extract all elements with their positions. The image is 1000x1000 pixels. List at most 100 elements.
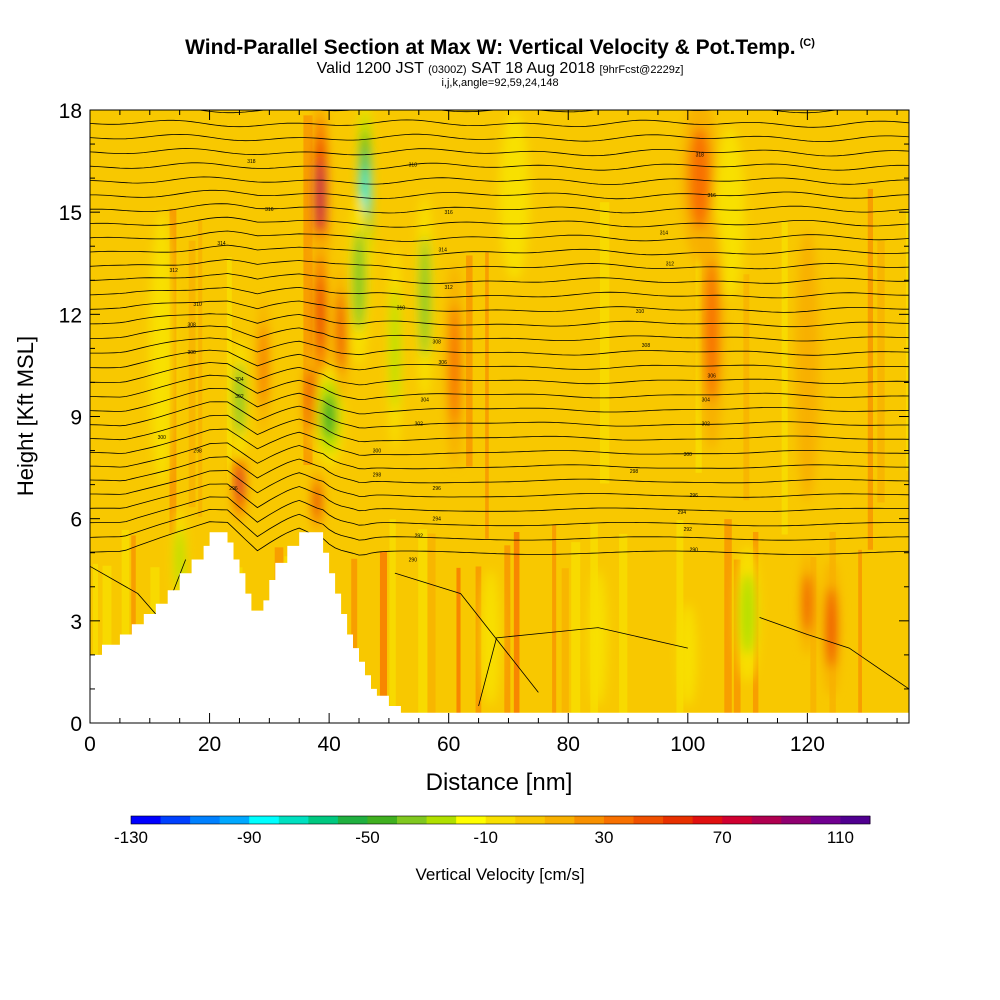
velocity-streak (418, 529, 428, 723)
velocity-streak (466, 255, 473, 467)
theta-contour (90, 521, 909, 556)
theta-contour (90, 325, 909, 342)
colorbar-segment (692, 816, 723, 824)
contour-label: 306 (439, 360, 448, 366)
colorbar-segment (603, 816, 635, 824)
colorbar-tick-label: 30 (594, 828, 613, 847)
velocity-feature (336, 290, 346, 373)
theta-contour (90, 483, 909, 512)
velocity-streak (456, 567, 461, 723)
colorbar-tick-label: 70 (713, 828, 732, 847)
contour-label: 306 (708, 374, 717, 380)
contour-label: 294 (678, 510, 687, 516)
velocity-streak (877, 241, 885, 503)
contour-label: 298 (630, 469, 639, 475)
theta-contour (90, 337, 909, 356)
x-tick-label: 120 (790, 733, 825, 756)
theta-contour (90, 133, 909, 142)
theta-contour (90, 559, 187, 622)
velocity-streak (810, 556, 817, 723)
contour-label: 298 (193, 449, 202, 455)
grid-index-line: i,j,k,angle=92,59,24,148 (441, 77, 559, 89)
contour-label: 294 (433, 517, 442, 523)
colorbar-segment (515, 816, 546, 824)
theta-contour (90, 273, 909, 284)
velocity-feature (678, 603, 697, 706)
velocity-streak (867, 188, 874, 550)
colorbar-segment (337, 816, 368, 824)
contour-label: 316 (445, 210, 454, 216)
colorbar-segment (544, 816, 575, 824)
velocity-feature (481, 569, 500, 706)
theta-contour (90, 414, 909, 443)
contour-label: 302 (415, 421, 424, 427)
colorbar-segment (367, 816, 398, 824)
colorbar-tick-label: -130 (114, 828, 148, 847)
theta-contour (90, 258, 909, 271)
plot-area: 318 316 314 312 310 308 306 304 302 300 298 296 318 3… (90, 110, 909, 723)
colorbar-segment (160, 816, 191, 824)
velocity-streak (351, 558, 358, 723)
velocity-streak (389, 519, 396, 723)
colorbar-segment (131, 816, 162, 824)
colorbar-segment (840, 816, 871, 824)
theta-contour (90, 362, 909, 386)
colorbar-segment (751, 816, 782, 824)
contour-labels: 318 316 314 312 310 308 306 304 302 300 298 296 318 3… (158, 152, 717, 563)
colorbar-segment (574, 816, 605, 824)
velocity-feature (237, 470, 242, 499)
velocity-streak (504, 545, 511, 723)
velocity-feature (259, 324, 267, 407)
theta-contour (478, 627, 688, 707)
copyright-mark: (C) (799, 37, 815, 49)
contour-label: 314 (439, 248, 448, 254)
contour-label: 296 (229, 486, 238, 492)
velocity-streak (724, 519, 732, 723)
velocity-feature (803, 573, 812, 635)
contour-label: 296 (690, 493, 699, 499)
y-axis-label: Height [Kft MSL] (13, 336, 38, 496)
velocity-streak (695, 194, 702, 473)
velocity-feature (449, 304, 461, 427)
theta-contour (90, 162, 909, 171)
theta-contour (90, 300, 909, 313)
contour-label: 312 (170, 268, 179, 274)
theta-contour (90, 496, 909, 527)
velocity-feature (589, 569, 608, 706)
contour-label: 310 (636, 309, 645, 315)
y-tick-label: 6 (70, 509, 82, 532)
chart-subtitle: Valid 1200 JST (0300Z) SAT 18 Aug 2018 [… (316, 60, 684, 77)
velocity-streak (188, 240, 196, 508)
colorbar-tick-label: -50 (355, 828, 380, 847)
contour-label: 308 (187, 323, 196, 329)
velocity-streak (858, 549, 862, 723)
contour-label: 308 (433, 340, 442, 346)
contour-label: 314 (217, 241, 226, 247)
contour-label: 318 (409, 162, 418, 168)
velocity-streak (485, 252, 489, 539)
colorbar-segment (633, 816, 664, 824)
velocity-feature (740, 573, 755, 655)
colorbar-segment (249, 816, 280, 824)
velocity-feature (316, 277, 324, 351)
colorbar-frame (130, 815, 871, 825)
velocity-streak (676, 520, 684, 723)
velocity-streak (379, 551, 388, 723)
contour-label: 304 (421, 397, 430, 403)
velocity-feature (795, 229, 820, 502)
contour-label: 316 (265, 207, 274, 213)
theta-contour (90, 401, 909, 429)
velocity-streak (427, 533, 436, 723)
colorbar-segment (397, 816, 428, 824)
colorbar-segment (426, 816, 457, 824)
velocity-feature (305, 368, 317, 431)
colorbar-tick-label: -10 (473, 828, 498, 847)
theta-contour (759, 617, 909, 690)
velocity-feature (352, 229, 366, 332)
velocity-streak (571, 542, 581, 723)
velocity-feature (316, 161, 324, 230)
terrain-mask (90, 532, 909, 723)
contour-label: 302 (702, 421, 711, 427)
velocity-feature (322, 394, 336, 439)
x-tick-label: 100 (670, 733, 705, 756)
